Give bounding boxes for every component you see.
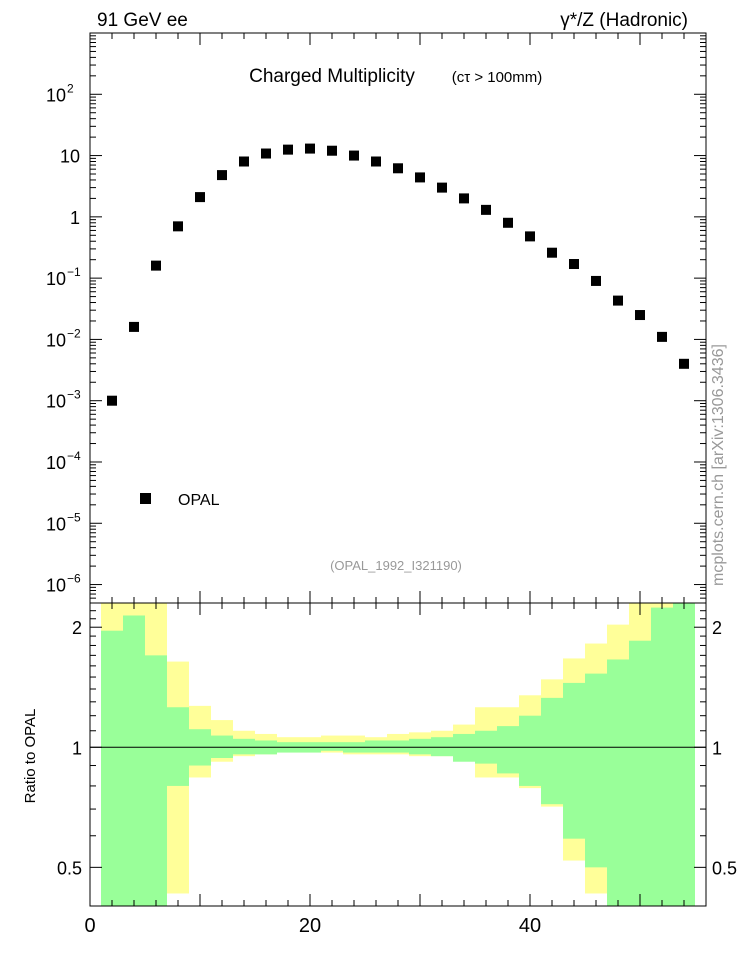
ratio-band-bin-1-2: [145, 655, 167, 906]
ratio-band-bin-1-19: [519, 715, 541, 786]
ratio-band-bin-1-6: [233, 738, 255, 755]
data-point: [173, 221, 183, 232]
data-point: [349, 150, 359, 161]
ratio-band-bin-1-23: [607, 659, 629, 906]
x-tick-label: 40: [519, 915, 541, 937]
data-point: [217, 170, 227, 181]
legend-label: OPAL: [178, 492, 220, 509]
ratio-band-bin-1-24: [629, 640, 651, 906]
data-point: [415, 172, 425, 183]
data-point: [525, 231, 535, 242]
ratio-y-tick-label: 2: [72, 618, 82, 638]
data-point: [591, 275, 601, 286]
data-point: [459, 193, 469, 204]
y-tick-label: 10: [46, 453, 66, 473]
x-tick-label: 0: [84, 915, 95, 937]
data-point: [195, 192, 205, 203]
data-point: [261, 148, 271, 159]
ratio-band-bin-1-16: [453, 733, 475, 762]
y-tick-label: 1: [70, 208, 80, 228]
ratio-band-bin-1-26: [673, 603, 695, 906]
ratio-band-bin-1-20: [541, 697, 563, 805]
data-point: [239, 156, 249, 167]
main-frame: [89, 32, 707, 604]
ratio-band-bin-1-0: [101, 630, 123, 906]
plot-title: Charged Multiplicity: [249, 66, 415, 87]
ratio-y-tick-label-right: 1: [712, 738, 722, 758]
ratio-band-bin-1-14: [409, 738, 431, 755]
data-point: [129, 321, 139, 332]
plot-subtitle: (cτ > 100mm): [452, 69, 543, 86]
data-point: [283, 144, 293, 155]
data-point: [437, 182, 447, 193]
ratio-band-bin-1-5: [211, 735, 233, 758]
data-point: [679, 358, 689, 369]
y-tick-label: 10: [46, 330, 66, 350]
data-point: [635, 310, 645, 321]
ratio-band-bin-1-18: [497, 726, 519, 774]
header-right: γ*/Z (Hadronic): [560, 10, 688, 31]
ratio-band-bin-1-15: [431, 737, 453, 757]
data-point: [327, 145, 337, 156]
y-tick-exponent: −5: [67, 510, 81, 524]
ratio-band-bin-1-10: [321, 742, 343, 751]
y-tick-exponent: 2: [67, 81, 74, 95]
ratio-band-bin-1-1: [123, 615, 145, 906]
data-point: [107, 395, 117, 406]
data-markers: [107, 143, 689, 406]
y-tick-label: 10: [46, 576, 66, 596]
legend-marker: [140, 493, 151, 504]
y-tick-exponent: −1: [67, 265, 81, 279]
ratio-band-bin-1-25: [651, 607, 673, 906]
ratio-y-tick-label-right: 0.5: [712, 858, 737, 878]
y-tick-label: 10: [46, 269, 66, 289]
header-left: 91 GeV ee: [97, 10, 188, 31]
data-point: [657, 331, 667, 342]
ratio-band-bin-1-22: [585, 673, 607, 868]
analysis-reference: (OPAL_1992_I321190): [330, 558, 462, 573]
data-point: [305, 143, 315, 154]
data-point: [569, 259, 579, 270]
y-tick-label: 10: [46, 392, 66, 412]
ratio-y-tick-label-right: 2: [712, 618, 722, 638]
ratio-y-tick-label: 1: [72, 738, 82, 758]
data-point: [371, 156, 381, 167]
y-tick-exponent: −6: [67, 572, 81, 586]
ratio-band-bin-1-21: [563, 682, 585, 839]
data-point: [393, 163, 403, 174]
ratio-bands: [90, 603, 706, 906]
y-tick-label: 10: [46, 514, 66, 534]
y-tick-label: 10: [46, 85, 66, 105]
y-tick-label: 10: [60, 147, 80, 167]
x-tick-label: 20: [299, 915, 321, 937]
side-label: mcplots.cern.ch [arXiv:1306.3436]: [710, 344, 727, 586]
y-tick-exponent: −4: [67, 449, 81, 463]
ratio-band-bin-1-12: [365, 740, 387, 753]
ratio-band-bin-1-3: [167, 707, 189, 786]
data-point: [151, 260, 161, 271]
data-point: [613, 295, 623, 306]
ratio-ylabel: Ratio to OPAL: [22, 709, 39, 804]
data-point: [503, 217, 513, 228]
ratio-band-bin-1-13: [387, 740, 409, 753]
ratio-y-tick-label: 0.5: [57, 858, 82, 878]
y-tick-exponent: −2: [67, 326, 81, 340]
y-tick-exponent: −3: [67, 388, 81, 402]
data-point: [481, 204, 491, 215]
data-point: [547, 247, 557, 258]
